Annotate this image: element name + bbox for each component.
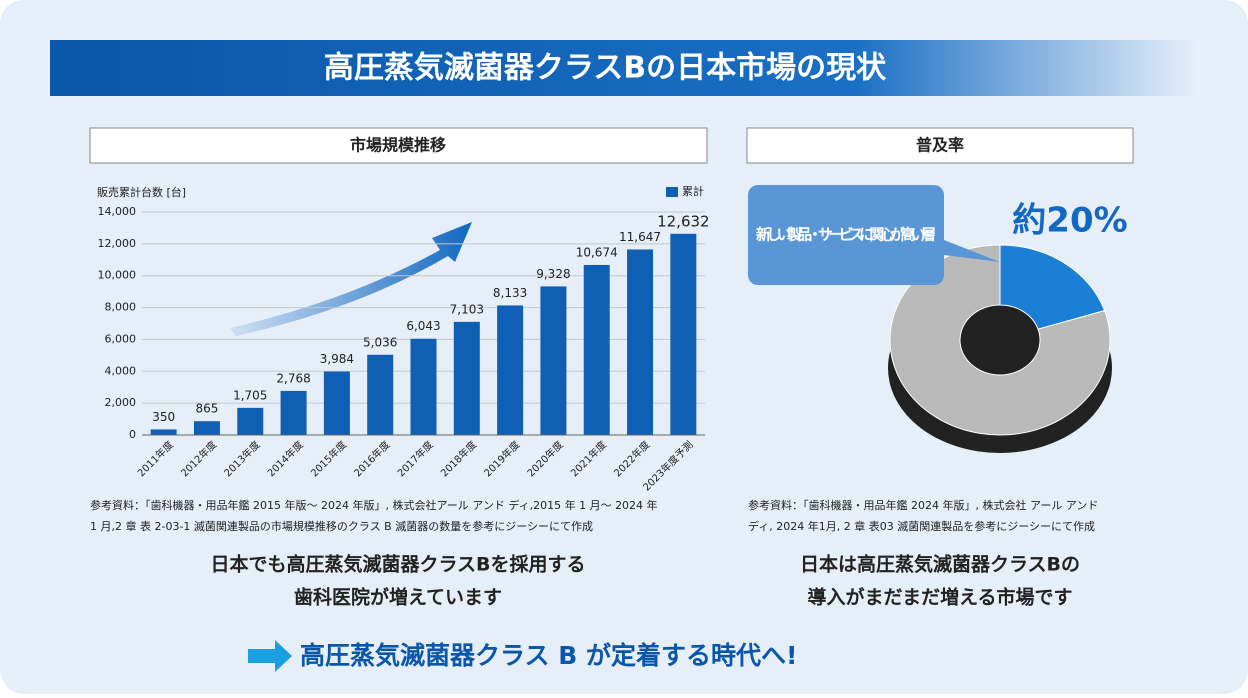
bar xyxy=(280,390,307,435)
bar xyxy=(497,305,524,435)
bar xyxy=(323,371,350,435)
value-label: 10,674 xyxy=(576,245,618,259)
panel-heading xyxy=(746,127,1134,164)
value-label: 7,103 xyxy=(450,302,484,316)
page-title: 高圧蒸気滅菌器クラスBの日本市場の現状 xyxy=(324,51,887,86)
source-note: ディ, 2024 年1月, 2 章 表03 滅菌関連製品を参考にジーシーにて作成 xyxy=(748,519,1095,533)
y-tick-label: 14,000 xyxy=(98,205,137,218)
bar xyxy=(583,264,610,435)
y-axis-label: 販売累計台数 [台] xyxy=(97,185,186,199)
bar xyxy=(150,429,177,435)
panel-heading xyxy=(89,127,708,164)
y-tick-label: 8,000 xyxy=(105,301,137,314)
value-label: 5,036 xyxy=(363,335,397,349)
value-label: 3,984 xyxy=(320,352,354,366)
caption: 導入がまだまだ増える市場です xyxy=(807,586,1072,609)
bar xyxy=(540,286,567,435)
value-label: 865 xyxy=(196,402,219,416)
value-label: 8,133 xyxy=(493,286,527,300)
title-banner xyxy=(50,40,1200,96)
y-tick-label: 0 xyxy=(129,428,136,441)
value-label: 11,647 xyxy=(619,230,661,244)
y-tick-label: 10,000 xyxy=(98,269,137,282)
caption: 日本は高圧蒸気滅菌器クラスBの xyxy=(800,553,1080,576)
value-label: 約20% xyxy=(1012,201,1127,241)
callout-box xyxy=(748,185,944,285)
value-label: 350 xyxy=(152,410,175,424)
legend-swatch xyxy=(666,187,678,197)
value-label: 9,328 xyxy=(536,267,570,281)
bar xyxy=(410,338,437,435)
bar xyxy=(367,354,394,435)
y-tick-label: 2,000 xyxy=(105,396,137,409)
y-tick-label: 4,000 xyxy=(105,364,137,377)
chart-title: 市場規模推移 xyxy=(350,136,446,155)
caption: 歯科医院が増えています xyxy=(294,586,502,609)
source-note: 1 月,2 章 表 2-03-1 滅菌関連製品の市場規模推移のクラス B 滅菌器… xyxy=(90,519,593,533)
source-note: 参考資料：「歯科機器・用品年鑑 2015 年版～ 2024 年版」, 株式会社ア… xyxy=(90,498,658,512)
legend-label: 累計 xyxy=(682,184,704,198)
donut-slice xyxy=(999,244,1106,330)
caption: 日本でも高圧蒸気滅菌器クラスBを採用する xyxy=(210,553,585,576)
value-label: 12,632 xyxy=(657,212,710,230)
value-label: 2,768 xyxy=(276,371,310,385)
callout-tail xyxy=(944,240,1000,262)
bar xyxy=(627,249,654,435)
bar xyxy=(670,233,697,435)
bar xyxy=(453,321,480,435)
footer-text: 高圧蒸気滅菌器クラス B が定着する時代へ! xyxy=(300,641,797,670)
trend-arrow xyxy=(230,222,472,336)
y-tick-label: 12,000 xyxy=(98,237,137,250)
bar xyxy=(237,407,264,435)
source-note: 参考資料：「歯科機器・用品年鑑 2024 年版」, 株式会社 アール アンド xyxy=(748,498,1098,512)
value-label: 6,043 xyxy=(406,319,440,333)
footer-arrow xyxy=(248,640,292,672)
y-tick-label: 6,000 xyxy=(105,332,137,345)
callout-label: 新しい製品・サービスに関心が高い層 xyxy=(756,226,936,244)
chart-title: 普及率 xyxy=(916,136,964,155)
bar xyxy=(193,421,220,435)
value-label: 1,705 xyxy=(233,388,267,402)
